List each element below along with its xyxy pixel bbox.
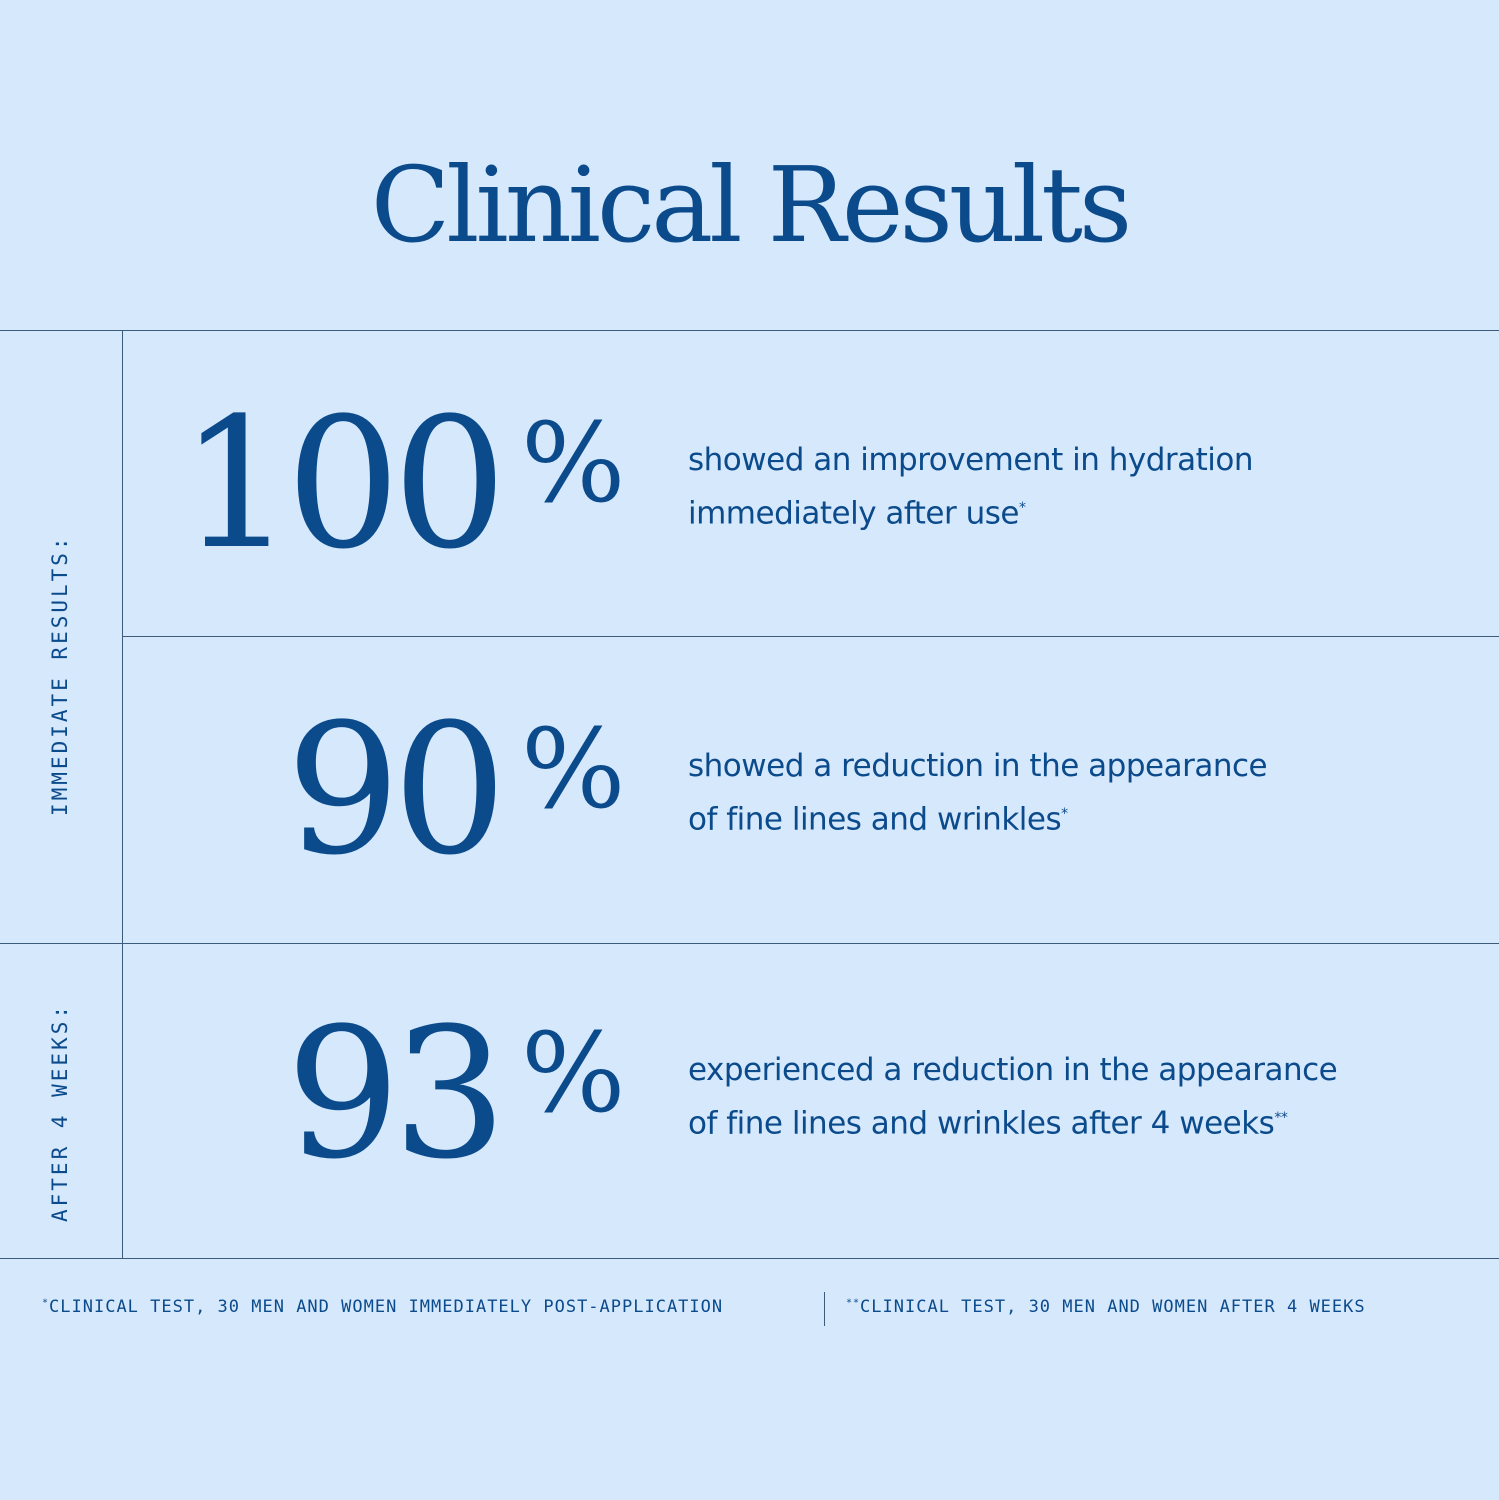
divider [0, 943, 1499, 944]
stat-description: showed a reduction in the appearance of f… [688, 748, 1268, 838]
section-label-immediate: IMMEDIATE RESULTS: [48, 534, 72, 816]
stat-description: experienced a reduction in the appearanc… [688, 1052, 1338, 1142]
footnote: **CLINICAL TEST, 30 MEN AND WOMEN AFTER … [846, 1297, 1366, 1317]
stat-row: 90 % showed a reduction in the appearanc… [123, 636, 1499, 942]
divider [0, 1258, 1499, 1259]
stat-unit: % [521, 705, 626, 833]
stat-row: 100 % showed an improvement in hydration… [123, 330, 1499, 636]
vertical-divider [122, 330, 123, 1258]
stat-value: 93 [285, 990, 507, 1199]
stat-unit: % [521, 1009, 626, 1137]
footnote-separator [824, 1292, 825, 1326]
stat-description: showed an improvement in hydration immedi… [688, 442, 1254, 532]
stat-value: 100 [179, 380, 507, 589]
divider [0, 330, 1499, 331]
stat-unit: % [521, 399, 626, 527]
stat-value: 90 [285, 686, 507, 895]
section-label-after-4-weeks: AFTER 4 WEEKS: [48, 1002, 72, 1222]
footnote: *CLINICAL TEST, 30 MEN AND WOMEN IMMEDIA… [42, 1297, 724, 1317]
divider [122, 636, 1499, 637]
page-title: Clinical Results [370, 144, 1133, 266]
stat-row: 93 % experienced a reduction in the appe… [123, 940, 1499, 1246]
